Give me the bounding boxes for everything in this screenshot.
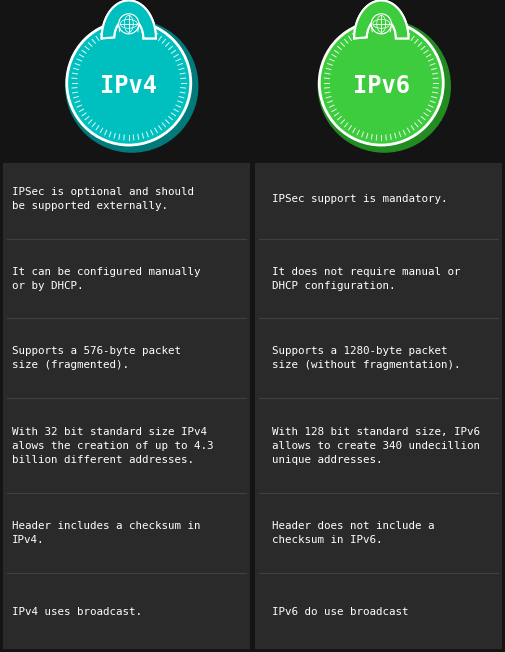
Text: IPv6: IPv6 [353,74,410,98]
Text: IPv6 do use broadcast: IPv6 do use broadcast [272,608,409,617]
Text: IPSec is optional and should
be supported externally.: IPSec is optional and should be supporte… [12,187,194,211]
Text: IPv4: IPv4 [100,74,157,98]
Text: With 32 bit standard size IPv4
alows the creation of up to 4.3
billion different: With 32 bit standard size IPv4 alows the… [12,426,214,464]
Text: Header does not include a
checksum in IPv6.: Header does not include a checksum in IP… [272,521,434,545]
Circle shape [318,20,450,152]
FancyBboxPatch shape [255,163,502,649]
Circle shape [319,21,443,145]
Circle shape [371,14,391,34]
FancyBboxPatch shape [3,163,250,649]
Text: IPSec support is mandatory.: IPSec support is mandatory. [272,194,447,204]
PathPatch shape [354,1,409,38]
Text: With 128 bit standard size, IPv6
allows to create 340 undecillion
unique address: With 128 bit standard size, IPv6 allows … [272,426,480,464]
Text: Supports a 576-byte packet
size (fragmented).: Supports a 576-byte packet size (fragmen… [12,346,181,370]
Text: IPv4 uses broadcast.: IPv4 uses broadcast. [12,608,142,617]
Circle shape [66,20,198,152]
Text: It does not require manual or
DHCP configuration.: It does not require manual or DHCP confi… [272,267,461,291]
PathPatch shape [354,1,409,38]
PathPatch shape [102,1,156,38]
Text: Header includes a checksum in
IPv4.: Header includes a checksum in IPv4. [12,521,200,545]
PathPatch shape [102,1,156,38]
Circle shape [67,21,191,145]
PathPatch shape [104,3,158,40]
Circle shape [373,15,390,33]
Text: It can be configured manually
or by DHCP.: It can be configured manually or by DHCP… [12,267,200,291]
PathPatch shape [356,3,411,40]
Text: Supports a 1280-byte packet
size (without fragmentation).: Supports a 1280-byte packet size (withou… [272,346,461,370]
Circle shape [119,14,139,34]
Circle shape [120,15,137,33]
